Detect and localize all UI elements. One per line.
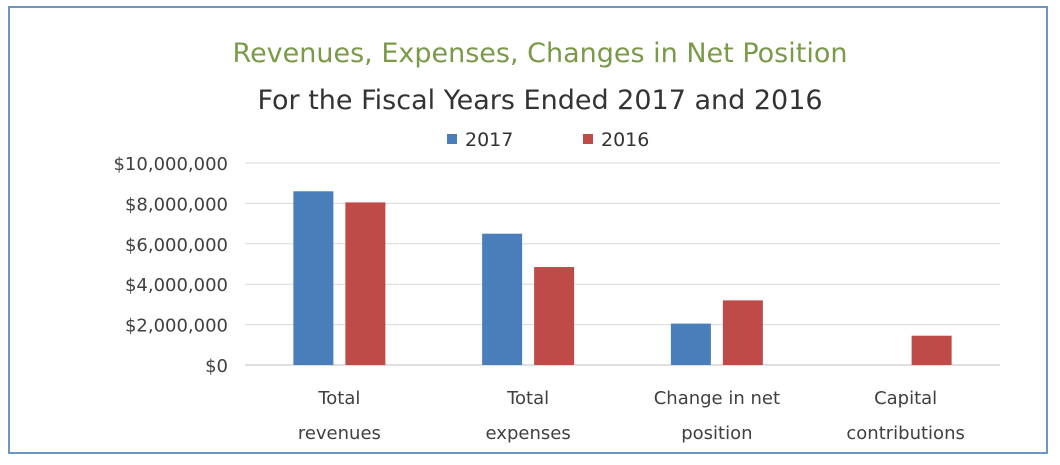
legend-label: 2017 <box>465 129 513 151</box>
category-label: position <box>681 423 752 444</box>
y-tick-label: $2,000,000 <box>125 316 228 337</box>
bar-2016-3 <box>911 335 952 365</box>
bar-2016-0 <box>345 202 386 365</box>
legend-swatch-2017 <box>447 134 457 144</box>
category-label: Total <box>317 388 360 409</box>
y-tick-label: $0 <box>205 356 228 377</box>
category-label: revenues <box>298 423 381 444</box>
bar-2016-1 <box>534 267 575 365</box>
legend-swatch-2016 <box>583 134 593 144</box>
chart-frame <box>8 6 1048 454</box>
y-tick-label: $4,000,000 <box>125 275 228 296</box>
bar-2016-2 <box>722 300 763 365</box>
category-label: expenses <box>486 423 571 444</box>
y-tick-label: $6,000,000 <box>125 235 228 256</box>
category-labels: Total revenues Total expenses Change in net p… <box>298 388 965 444</box>
category-label: Total <box>506 388 549 409</box>
category-label: contributions <box>846 423 964 444</box>
bars <box>293 191 952 365</box>
category-label: Capital <box>874 388 937 409</box>
category-label: Change in net <box>654 388 780 409</box>
y-tick-label: $10,000,000 <box>113 154 228 175</box>
legend-label: 2016 <box>601 129 649 151</box>
chart-title: Revenues, Expenses, Changes in Net Posit… <box>233 38 848 69</box>
bar-2017-0 <box>293 191 334 365</box>
legend: 2017 2016 <box>447 129 649 151</box>
bar-2017-1 <box>482 233 523 365</box>
y-axis-ticks: $0 $2,000,000 $4,000,000 $6,000,000 $8,000,0… <box>113 154 228 377</box>
chart-subtitle: For the Fiscal Years Ended 2017 and 2016 <box>257 85 822 116</box>
bar-2017-2 <box>670 323 711 365</box>
y-tick-label: $8,000,000 <box>125 194 228 215</box>
